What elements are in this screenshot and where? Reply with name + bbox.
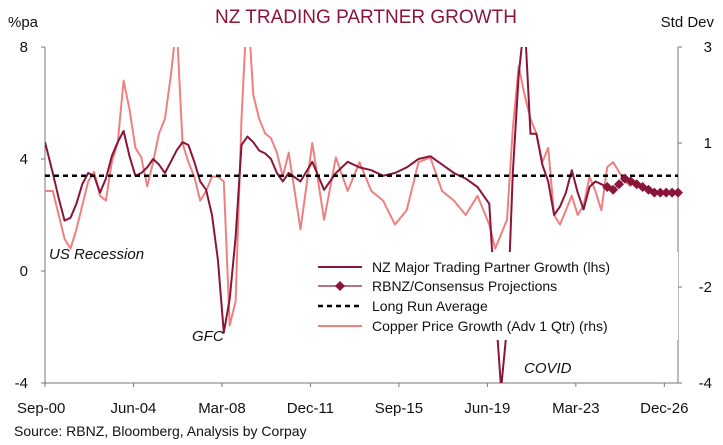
x-tick-label: Mar-23 (552, 400, 600, 417)
left-tick-label: 8 (20, 39, 28, 56)
legend-label-copper: Copper Price Growth (Adv 1 Qtr) (rhs) (372, 318, 608, 334)
annotation-us-recession: US Recession (49, 246, 144, 263)
right-tick-label: 1 (704, 135, 712, 152)
projection-marker (661, 187, 672, 198)
tick-labels: 8 4 0 -4 3 1 -2 -4 Sep-00 Jun-04 Mar-08 Dec-11 Sep-1… (15, 39, 712, 417)
right-axis-unit: Std Dev (661, 14, 715, 31)
x-tick-label: Sep-00 (17, 400, 65, 417)
legend-label-nz-growth: NZ Major Trading Partner Growth (lhs) (372, 259, 610, 275)
legend-label-projections: RBNZ/Consensus Projections (372, 278, 557, 294)
right-tick-label: -4 (699, 375, 712, 392)
x-tick-label: Jun-19 (464, 400, 510, 417)
series-lines (45, 47, 683, 383)
x-tick-label: Mar-08 (198, 400, 246, 417)
copper-growth-line (45, 47, 632, 327)
left-tick-label: -4 (15, 375, 28, 392)
left-tick-label: 0 (20, 263, 28, 280)
annotation-covid: COVID (524, 360, 572, 377)
legend-background (308, 252, 678, 340)
projection-marker (608, 184, 619, 195)
annotation-gfc: GFC (192, 328, 224, 345)
projection-marker (649, 187, 660, 198)
projection-marker (655, 187, 666, 198)
projection-marker (673, 187, 683, 198)
x-tick-label: Sep-15 (375, 400, 423, 417)
projection-marker (667, 187, 678, 198)
left-axis-unit: %pa (8, 14, 39, 31)
nz-growth-line (45, 47, 608, 383)
right-tick-label: -2 (699, 279, 712, 296)
source-note: Source: RBNZ, Bloomberg, Analysis by Cor… (14, 423, 307, 439)
left-tick-label: 4 (20, 151, 28, 168)
chart-title: NZ TRADING PARTNER GROWTH (215, 7, 517, 28)
legend-marker-projections (335, 281, 345, 291)
chart-legend: NZ Major Trading Partner Growth (lhs) RB… (308, 252, 678, 340)
x-tick-label: Jun-04 (111, 400, 157, 417)
legend-label-long-run-average: Long Run Average (372, 298, 488, 314)
x-tick-label: Dec-11 (287, 400, 334, 417)
projection-marker (614, 179, 625, 190)
right-tick-label: 3 (704, 39, 712, 56)
x-tick-label: Dec-26 (640, 400, 688, 417)
